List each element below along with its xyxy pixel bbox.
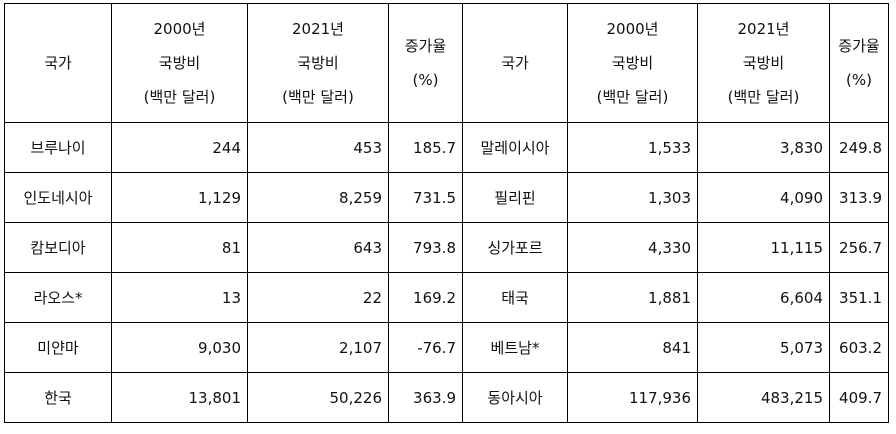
spend-2000-cell: 4,330 — [567, 222, 698, 273]
header-2000-spending-left: 2000년 국방비 (백만 달러) — [111, 3, 248, 123]
table-row: 캄보디아 81 643 793.8 싱가포르 4,330 11,115 256.… — [4, 222, 889, 273]
spend-2021-cell: 2,107 — [247, 322, 389, 373]
spend-2000-cell: 841 — [567, 322, 698, 373]
country-cell: 한국 — [4, 372, 112, 423]
growth-cell: 793.8 — [388, 222, 463, 273]
spend-2000-cell: 244 — [111, 122, 248, 173]
header-country-left: 국가 — [4, 3, 112, 123]
spend-2000-cell: 1,303 — [567, 172, 698, 223]
header-growth-right: 증가율 (%) — [829, 3, 889, 123]
spend-2000-cell: 9,030 — [111, 322, 248, 373]
spend-2000-cell: 13 — [111, 272, 248, 323]
country-cell: 동아시아 — [462, 372, 568, 423]
growth-cell: 363.9 — [388, 372, 463, 423]
growth-cell: 351.1 — [829, 272, 889, 323]
spend-2021-cell: 483,215 — [697, 372, 830, 423]
header-2000-spending-right: 2000년 국방비 (백만 달러) — [567, 3, 698, 123]
spend-2000-cell: 117,936 — [567, 372, 698, 423]
country-cell: 말레이시아 — [462, 122, 568, 173]
spend-2021-cell: 643 — [247, 222, 389, 273]
country-cell: 베트남* — [462, 322, 568, 373]
spend-2021-cell: 50,226 — [247, 372, 389, 423]
spend-2021-cell: 3,830 — [697, 122, 830, 173]
table-row: 인도네시아 1,129 8,259 731.5 필리핀 1,303 4,090 … — [4, 172, 889, 223]
growth-cell: 313.9 — [829, 172, 889, 223]
country-cell: 캄보디아 — [4, 222, 112, 273]
spend-2021-cell: 4,090 — [697, 172, 830, 223]
spend-2021-cell: 11,115 — [697, 222, 830, 273]
table-row: 브루나이 244 453 185.7 말레이시아 1,533 3,830 249… — [4, 122, 889, 173]
growth-cell: 603.2 — [829, 322, 889, 373]
growth-cell: 731.5 — [388, 172, 463, 223]
header-2021-spending-left: 2021년 국방비 (백만 달러) — [247, 3, 389, 123]
country-cell: 싱가포르 — [462, 222, 568, 273]
header-growth-left: 증가율 (%) — [388, 3, 463, 123]
spend-2021-cell: 5,073 — [697, 322, 830, 373]
country-cell: 태국 — [462, 272, 568, 323]
growth-cell: -76.7 — [388, 322, 463, 373]
growth-cell: 409.7 — [829, 372, 889, 423]
spend-2000-cell: 81 — [111, 222, 248, 273]
country-cell: 필리핀 — [462, 172, 568, 223]
defense-spending-table: 국가 2000년 국방비 (백만 달러) 2021년 국방비 (백만 달러) 증… — [4, 3, 889, 423]
spend-2021-cell: 6,604 — [697, 272, 830, 323]
spend-2021-cell: 453 — [247, 122, 389, 173]
spend-2000-cell: 1,881 — [567, 272, 698, 323]
country-cell: 라오스* — [4, 272, 112, 323]
growth-cell: 256.7 — [829, 222, 889, 273]
growth-cell: 249.8 — [829, 122, 889, 173]
spend-2021-cell: 22 — [247, 272, 389, 323]
table-row: 미얀마 9,030 2,107 -76.7 베트남* 841 5,073 603… — [4, 322, 889, 373]
growth-cell: 169.2 — [388, 272, 463, 323]
country-cell: 브루나이 — [4, 122, 112, 173]
table-row: 한국 13,801 50,226 363.9 동아시아 117,936 483,… — [4, 372, 889, 423]
spend-2000-cell: 1,129 — [111, 172, 248, 223]
header-country-right: 국가 — [462, 3, 568, 123]
spend-2021-cell: 8,259 — [247, 172, 389, 223]
country-cell: 인도네시아 — [4, 172, 112, 223]
growth-cell: 185.7 — [388, 122, 463, 173]
country-cell: 미얀마 — [4, 322, 112, 373]
header-row: 국가 2000년 국방비 (백만 달러) 2021년 국방비 (백만 달러) 증… — [4, 3, 889, 123]
spend-2000-cell: 13,801 — [111, 372, 248, 423]
spend-2000-cell: 1,533 — [567, 122, 698, 173]
header-2021-spending-right: 2021년 국방비 (백만 달러) — [697, 3, 830, 123]
table-row: 라오스* 13 22 169.2 태국 1,881 6,604 351.1 — [4, 272, 889, 323]
